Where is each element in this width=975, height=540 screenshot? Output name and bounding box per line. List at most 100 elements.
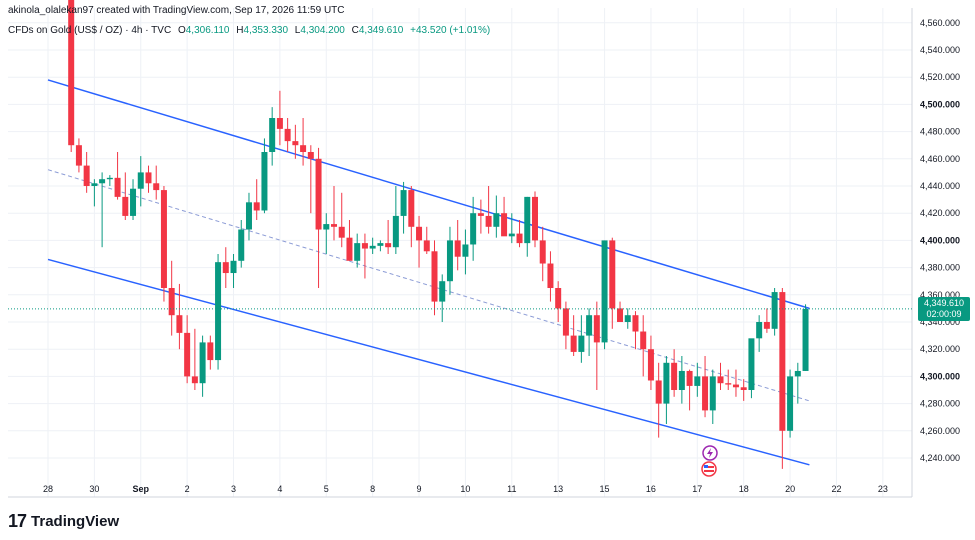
chart-credit: akinola_olalekan97 created with TradingV… xyxy=(8,5,345,16)
tradingview-logo[interactable]: 17 TradingView xyxy=(8,511,119,532)
candle-body xyxy=(276,118,283,129)
candle-body xyxy=(671,362,678,390)
regression-channel[interactable] xyxy=(47,79,810,466)
candle-body xyxy=(408,190,415,227)
candle-down xyxy=(740,379,747,401)
low-label: L xyxy=(294,25,301,36)
time-tick-label: 3 xyxy=(231,484,236,494)
price-tick-label: 4,520.000 xyxy=(920,72,960,82)
candle-up xyxy=(400,181,407,234)
candle-down xyxy=(647,335,654,390)
candle-down xyxy=(725,369,732,390)
candle-down xyxy=(617,301,624,322)
candle-body xyxy=(470,213,477,245)
candle-up xyxy=(709,369,716,424)
candle-up xyxy=(578,315,585,363)
price-tick-label: 4,340.000 xyxy=(920,317,960,327)
candle-body xyxy=(191,376,198,384)
candle-up xyxy=(771,288,778,336)
candle-down xyxy=(114,152,121,200)
candle-body xyxy=(702,376,709,411)
time-tick-label: 22 xyxy=(831,484,841,494)
candle-body xyxy=(609,240,616,309)
open-value: 4,306.110 xyxy=(185,25,230,36)
bar-countdown: 02:00:09 xyxy=(926,308,962,319)
candle-body xyxy=(694,376,701,386)
candle-body xyxy=(655,380,662,404)
candle-up xyxy=(462,229,469,275)
candle-down xyxy=(346,220,353,261)
time-axis-labels: 28 30 Sep 2 3 4 5 8 9 10 11 13 15 16 17 18 20 22 23 xyxy=(43,484,888,494)
time-tick-label: 5 xyxy=(324,484,329,494)
candle-body xyxy=(578,335,585,352)
price-tick-label: 4,500.000 xyxy=(920,99,960,109)
price-tick-label: 4,380.000 xyxy=(920,263,960,273)
candle-down xyxy=(671,349,678,397)
candle-down xyxy=(191,328,198,390)
candle-body xyxy=(168,288,175,316)
price-axis-labels: 4,240.000 4,260.000 4,280.000 4,300.000 4,32… xyxy=(920,18,960,463)
candle-body xyxy=(477,213,484,216)
channel-lower-line xyxy=(47,258,810,466)
candle-body xyxy=(439,281,446,302)
candle-body xyxy=(779,292,786,431)
candle-body xyxy=(245,202,252,230)
candle-body xyxy=(485,215,492,227)
candle-body xyxy=(493,213,500,227)
time-tick-label: 17 xyxy=(692,484,702,494)
time-tick-label: 16 xyxy=(646,484,656,494)
candle-body xyxy=(501,213,508,237)
candle-up xyxy=(245,192,252,241)
candle-down xyxy=(176,283,183,350)
candle-body xyxy=(624,315,631,322)
candle-down xyxy=(184,315,191,384)
candle-up xyxy=(354,233,361,268)
candle-body xyxy=(284,128,291,142)
time-tick-label: 8 xyxy=(370,484,375,494)
us-flag-event-icon[interactable] xyxy=(701,461,717,477)
candle-body xyxy=(323,224,330,230)
candle-body xyxy=(361,243,368,249)
candle-body xyxy=(91,183,98,186)
candle-down xyxy=(83,152,90,193)
time-tick-label: 28 xyxy=(43,484,53,494)
candle-body xyxy=(454,240,461,257)
candle-body xyxy=(238,229,245,261)
candle-body xyxy=(338,226,345,238)
symbol-legend[interactable]: CFDs on Gold (US$ / OZ) · 4h · TVC O4,30… xyxy=(8,25,490,36)
candle-down xyxy=(207,335,214,370)
candle-body xyxy=(725,383,732,385)
price-tick-label: 4,280.000 xyxy=(920,399,960,409)
candle-down xyxy=(385,220,392,254)
candle-down xyxy=(145,165,152,193)
candle-down xyxy=(485,186,492,234)
candle-body xyxy=(617,308,624,322)
candle-body xyxy=(122,196,129,216)
candle-up xyxy=(130,179,137,220)
time-tick-label: 11 xyxy=(507,484,516,494)
candle-body xyxy=(99,179,106,184)
candle-up xyxy=(439,274,446,322)
candle-body xyxy=(114,177,121,197)
price-tick-label: 4,320.000 xyxy=(920,344,960,354)
candle-down xyxy=(276,90,283,146)
flash-event-icon[interactable] xyxy=(702,445,718,461)
candle-body xyxy=(740,387,747,390)
price-tick-label: 4,420.000 xyxy=(920,208,960,218)
candle-body xyxy=(300,145,307,152)
candle-up xyxy=(106,175,113,186)
price-tick-label: 4,400.000 xyxy=(920,235,960,245)
candle-body xyxy=(230,260,237,274)
candle-body xyxy=(640,331,647,350)
candle-body xyxy=(508,233,515,237)
candle-body xyxy=(555,288,562,309)
candle-down xyxy=(331,186,338,241)
candle-down xyxy=(609,237,616,329)
candle-body xyxy=(346,237,353,261)
candle-body xyxy=(632,315,639,332)
candle-up xyxy=(230,254,237,288)
candle-down xyxy=(122,172,129,220)
candle-body xyxy=(756,322,763,339)
open-label: O xyxy=(177,25,186,36)
